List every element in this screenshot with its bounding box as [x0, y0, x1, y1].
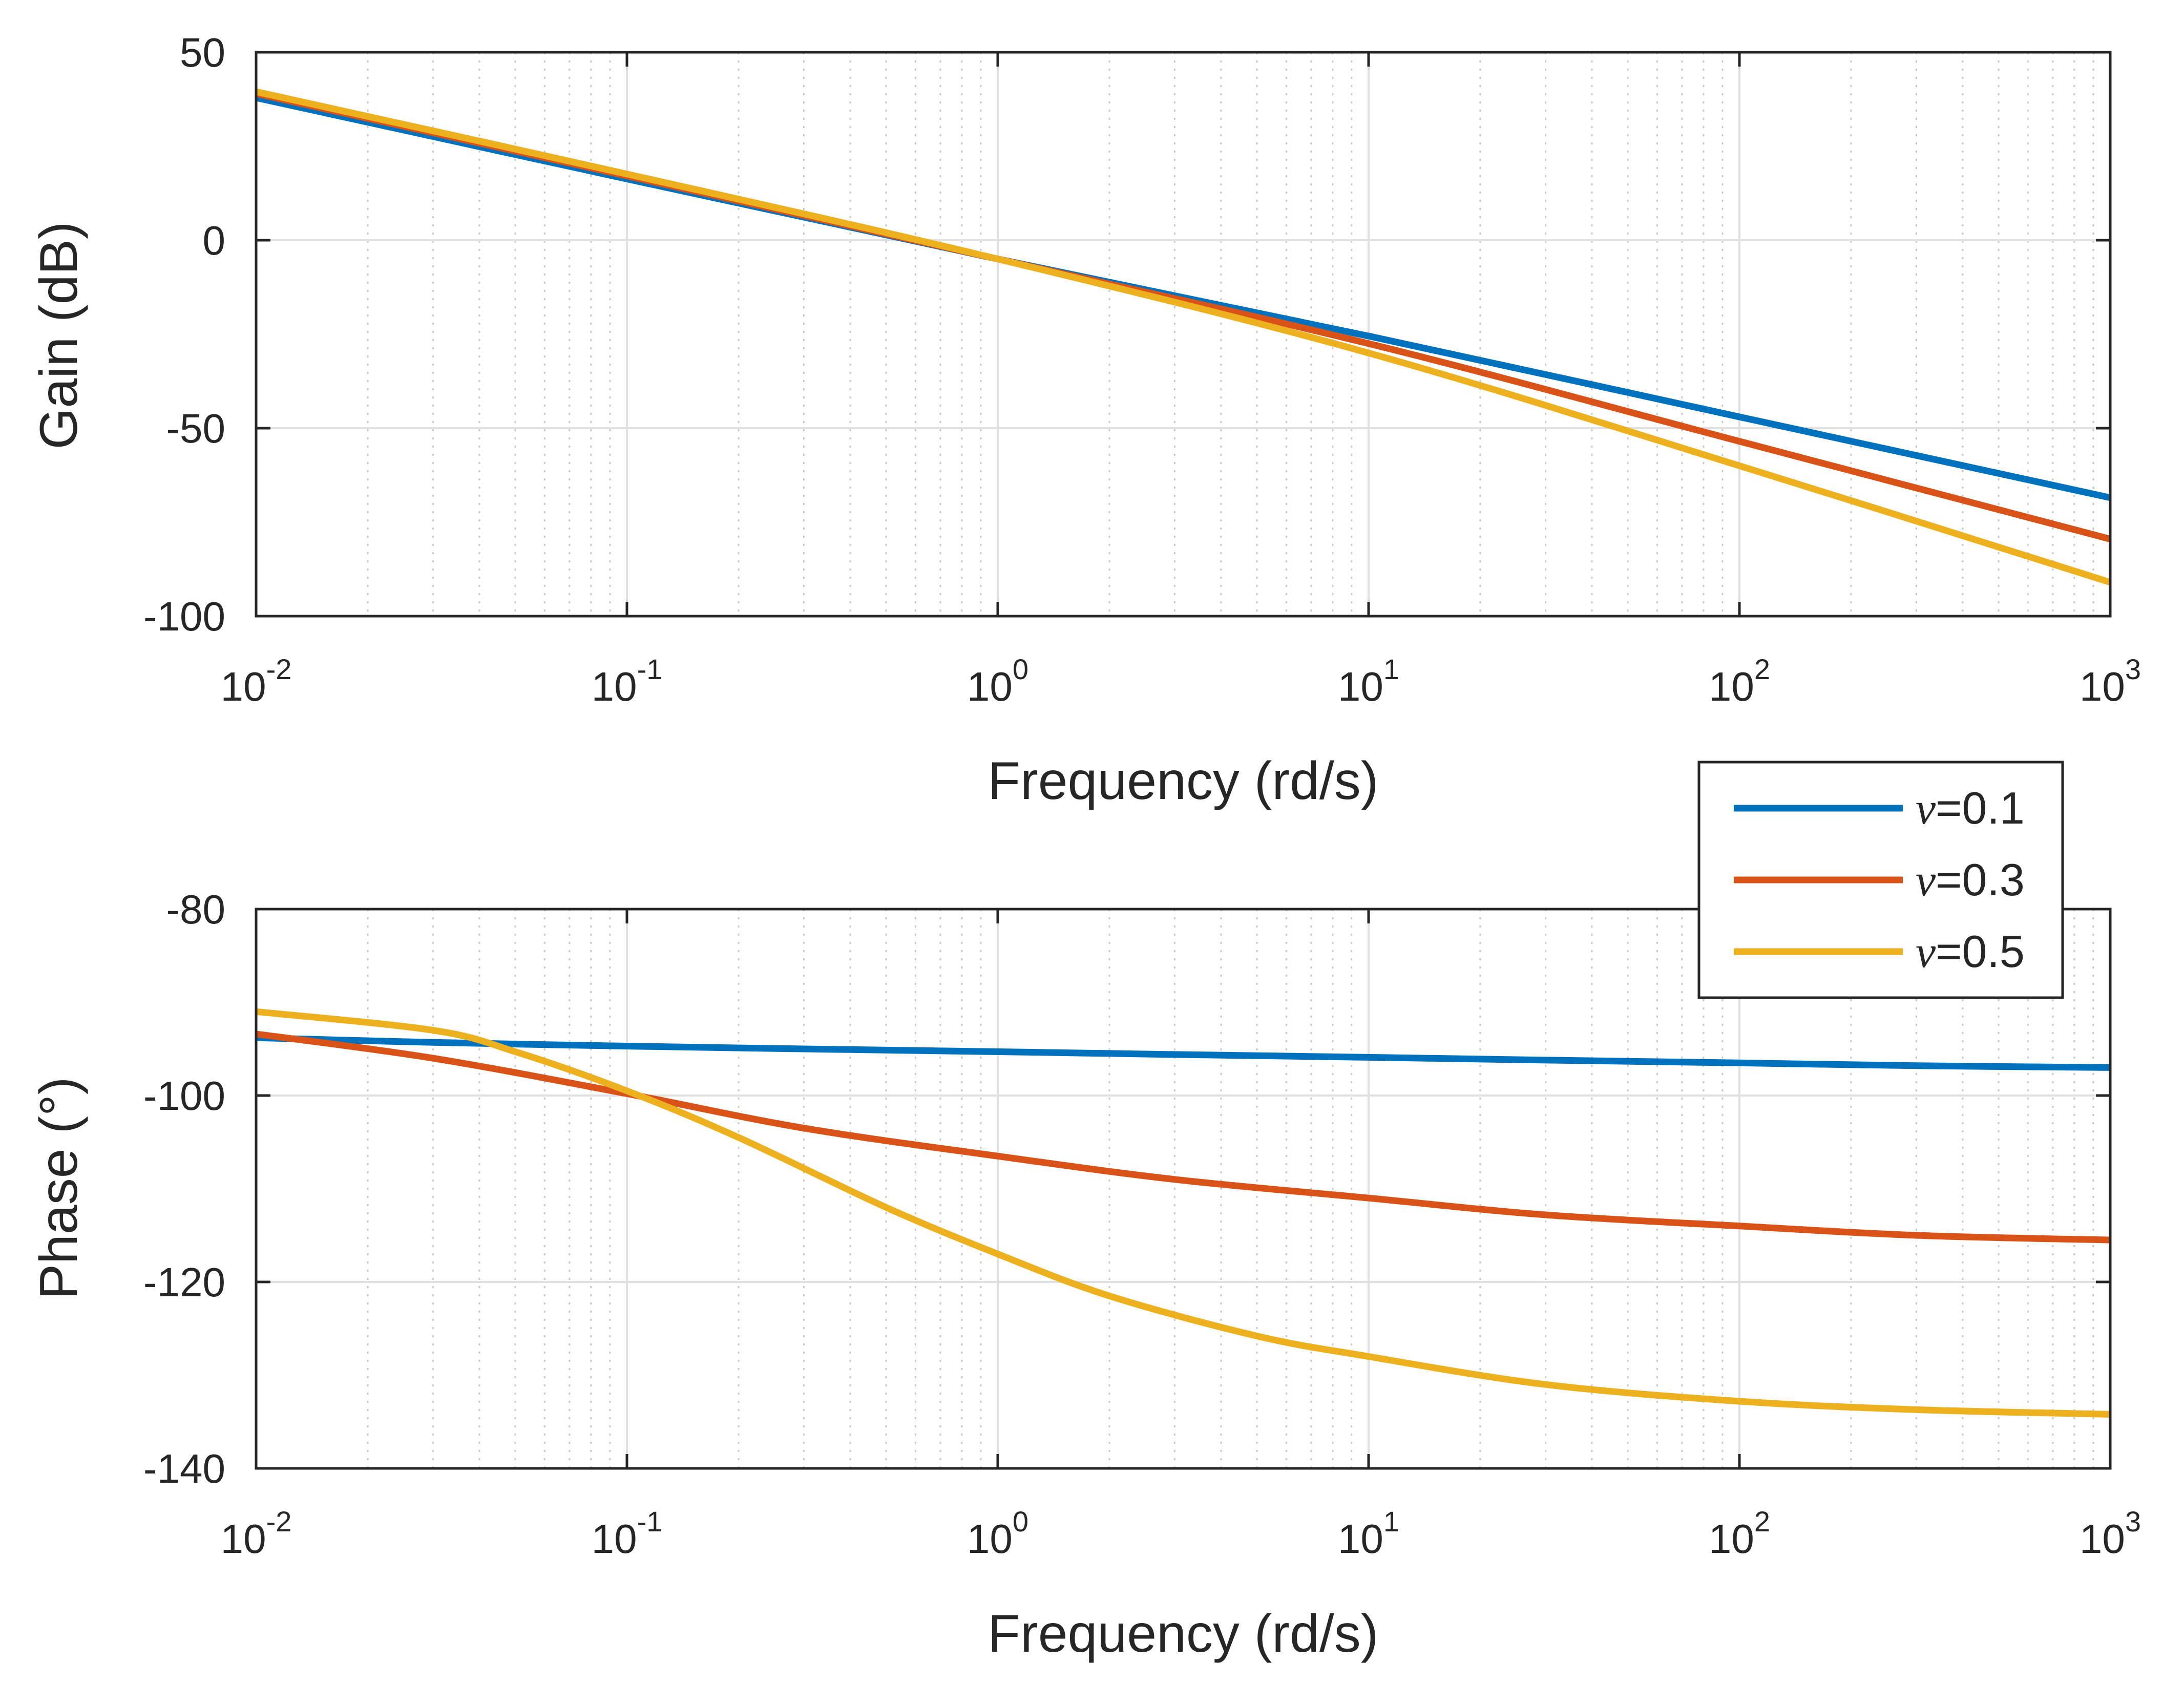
gain-x-tick-label: 100	[967, 653, 1028, 709]
phase-x-tick-label: 102	[1709, 1505, 1770, 1562]
gain-x-tick-label: 10-2	[221, 653, 292, 709]
legend: ν=0.1 ν=0.3 ν=0.5	[1697, 761, 2064, 999]
phase-y-tick-label: -120	[143, 1259, 225, 1305]
phase-x-tick-base: 10	[592, 1516, 637, 1562]
gain-x-tick-label: 102	[1709, 653, 1770, 709]
gain-ylabel: Gain (dB)	[29, 221, 89, 449]
gain-x-tick-label: 103	[2080, 653, 2141, 709]
gain-x-tick-label: 10-1	[592, 653, 663, 709]
gain-axes-box	[255, 51, 2112, 618]
phase-x-tick-label: 10-2	[221, 1505, 292, 1562]
phase-plot: 10-2 10-1 100 101 102 103-80-100-120-140	[143, 887, 2141, 1562]
gain-x-tick-base: 10	[967, 664, 1013, 709]
phase-x-tick-exponent: -1	[637, 1505, 663, 1538]
phase-xlabel: Frequency (rd/s)	[988, 1604, 1379, 1664]
phase-x-tick-base: 10	[1338, 1516, 1383, 1562]
phase-series-line-3	[256, 1008, 2111, 1418]
phase-x-tick-exponent: 0	[1013, 1505, 1028, 1538]
legend-label-3: ν=0.5	[1916, 926, 2025, 977]
phase-x-tick-label: 100	[967, 1505, 1028, 1562]
gain-xlabel: Frequency (rd/s)	[988, 751, 1379, 811]
phase-x-tick-exponent: 2	[1754, 1505, 1770, 1538]
phase-x-tick-base: 10	[1709, 1516, 1754, 1562]
phase-x-tick-exponent: 3	[2125, 1505, 2141, 1538]
phase-x-tick-exponent: -2	[266, 1505, 292, 1538]
gain-y-tick-label: 50	[180, 30, 225, 75]
phase-x-tick-label: 10-1	[592, 1505, 663, 1562]
phase-x-tick-base: 10	[221, 1516, 266, 1562]
gain-x-tick-exponent: -2	[266, 653, 292, 685]
legend-label-1: ν=0.1	[1916, 783, 2025, 834]
phase-y-tick-label: -80	[166, 887, 225, 932]
legend-label-2: ν=0.3	[1916, 854, 2025, 906]
phase-series-line-2	[256, 1030, 2111, 1244]
phase-x-tick-exponent: 1	[1383, 1505, 1399, 1538]
phase-x-tick-base: 10	[2080, 1516, 2125, 1562]
phase-axes-box	[255, 908, 2112, 1470]
gain-y-tick-label: 0	[203, 218, 226, 263]
phase-x-tick-base: 10	[967, 1516, 1013, 1562]
gain-x-tick-exponent: 0	[1013, 653, 1028, 685]
phase-series-line-1	[256, 1034, 2111, 1071]
gain-x-tick-base: 10	[2080, 664, 2125, 709]
gain-x-tick-base: 10	[1709, 664, 1754, 709]
gain-x-tick-exponent: 3	[2125, 653, 2141, 685]
gain-y-tick-label: -50	[166, 406, 225, 451]
gain-y-tick-label: -100	[143, 594, 225, 639]
phase-y-tick-label: -100	[143, 1073, 225, 1119]
gain-series-line-3	[255, 88, 2111, 586]
gain-x-tick-exponent: 1	[1383, 653, 1399, 685]
gain-x-tick-exponent: 2	[1754, 653, 1770, 685]
phase-x-tick-label: 101	[1338, 1505, 1399, 1562]
phase-x-tick-label: 103	[2080, 1505, 2141, 1562]
phase-ylabel: Phase (°)	[29, 1077, 89, 1300]
gain-x-tick-base: 10	[1338, 664, 1383, 709]
gain-x-tick-base: 10	[221, 664, 266, 709]
gain-x-tick-base: 10	[592, 664, 637, 709]
gain-x-tick-exponent: -1	[637, 653, 663, 685]
gain-x-tick-label: 101	[1338, 653, 1399, 709]
phase-y-tick-label: -140	[143, 1446, 225, 1491]
